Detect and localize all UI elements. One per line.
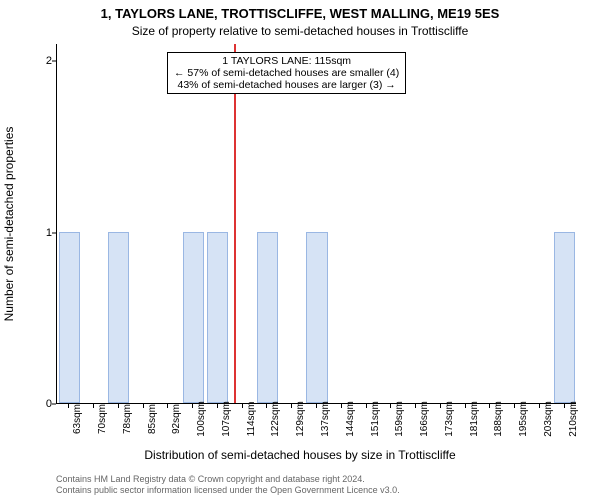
x-tick-mark (440, 404, 441, 408)
x-tick-mark (415, 404, 416, 408)
y-tick-mark (52, 61, 56, 62)
annotation-line-2: ← 57% of semi-detached houses are smalle… (174, 67, 399, 79)
x-tick-mark (118, 404, 119, 408)
x-tick-mark (390, 404, 391, 408)
histogram-bar (257, 232, 278, 403)
x-tick-label: 144sqm (345, 394, 356, 444)
x-tick-label: 210sqm (568, 394, 579, 444)
histogram-bar (59, 232, 80, 403)
property-size-histogram: 1, TAYLORS LANE, TROTTISCLIFFE, WEST MAL… (0, 0, 600, 500)
x-tick-label: 159sqm (394, 394, 405, 444)
histogram-bar (183, 232, 204, 403)
y-tick-label: 0 (30, 398, 52, 410)
x-tick-label: 151sqm (370, 394, 381, 444)
annotation-box: 1 TAYLORS LANE: 115sqm ← 57% of semi-det… (167, 52, 406, 94)
x-tick-label: 100sqm (196, 394, 207, 444)
x-tick-label: 188sqm (493, 394, 504, 444)
x-tick-label: 63sqm (72, 394, 83, 444)
chart-subtitle: Size of property relative to semi-detach… (0, 24, 600, 38)
x-tick-mark (167, 404, 168, 408)
x-axis-label: Distribution of semi-detached houses by … (0, 448, 600, 462)
x-tick-mark (242, 404, 243, 408)
x-tick-label: 122sqm (270, 394, 281, 444)
x-tick-mark (341, 404, 342, 408)
x-tick-label: 203sqm (543, 394, 554, 444)
x-tick-label: 78sqm (122, 394, 133, 444)
x-tick-mark (143, 404, 144, 408)
chart-title: 1, TAYLORS LANE, TROTTISCLIFFE, WEST MAL… (0, 6, 600, 21)
x-tick-mark (266, 404, 267, 408)
histogram-bar (108, 232, 129, 403)
x-tick-mark (514, 404, 515, 408)
credit-line-1: Contains HM Land Registry data © Crown c… (56, 474, 400, 485)
x-tick-mark (366, 404, 367, 408)
x-tick-mark (68, 404, 69, 408)
x-tick-mark (291, 404, 292, 408)
histogram-bar (306, 232, 327, 403)
x-tick-label: 173sqm (444, 394, 455, 444)
x-tick-label: 85sqm (147, 394, 158, 444)
y-tick-label: 1 (30, 227, 52, 239)
x-tick-label: 114sqm (246, 394, 257, 444)
highlight-line (234, 44, 236, 403)
x-tick-mark (93, 404, 94, 408)
x-tick-mark (316, 404, 317, 408)
x-tick-label: 107sqm (221, 394, 232, 444)
plot-area: 1 TAYLORS LANE: 115sqm ← 57% of semi-det… (56, 44, 576, 404)
x-tick-label: 195sqm (518, 394, 529, 444)
x-tick-label: 92sqm (171, 394, 182, 444)
x-tick-label: 129sqm (295, 394, 306, 444)
x-tick-label: 70sqm (97, 394, 108, 444)
histogram-bar (554, 232, 575, 403)
x-tick-mark (217, 404, 218, 408)
y-tick-mark (52, 232, 56, 233)
histogram-bar (207, 232, 228, 403)
credits: Contains HM Land Registry data © Crown c… (56, 474, 400, 497)
x-tick-mark (489, 404, 490, 408)
y-tick-label: 2 (30, 55, 52, 67)
x-tick-label: 181sqm (469, 394, 480, 444)
credit-line-2: Contains public sector information licen… (56, 485, 400, 496)
x-tick-label: 137sqm (320, 394, 331, 444)
y-tick-mark (52, 404, 56, 405)
annotation-line-3: 43% of semi-detached houses are larger (… (174, 79, 399, 91)
annotation-line-1: 1 TAYLORS LANE: 115sqm (174, 55, 399, 67)
x-tick-mark (564, 404, 565, 408)
x-tick-mark (465, 404, 466, 408)
x-tick-label: 166sqm (419, 394, 430, 444)
x-tick-mark (539, 404, 540, 408)
y-axis-label: Number of semi-detached properties (2, 127, 16, 322)
x-tick-mark (192, 404, 193, 408)
